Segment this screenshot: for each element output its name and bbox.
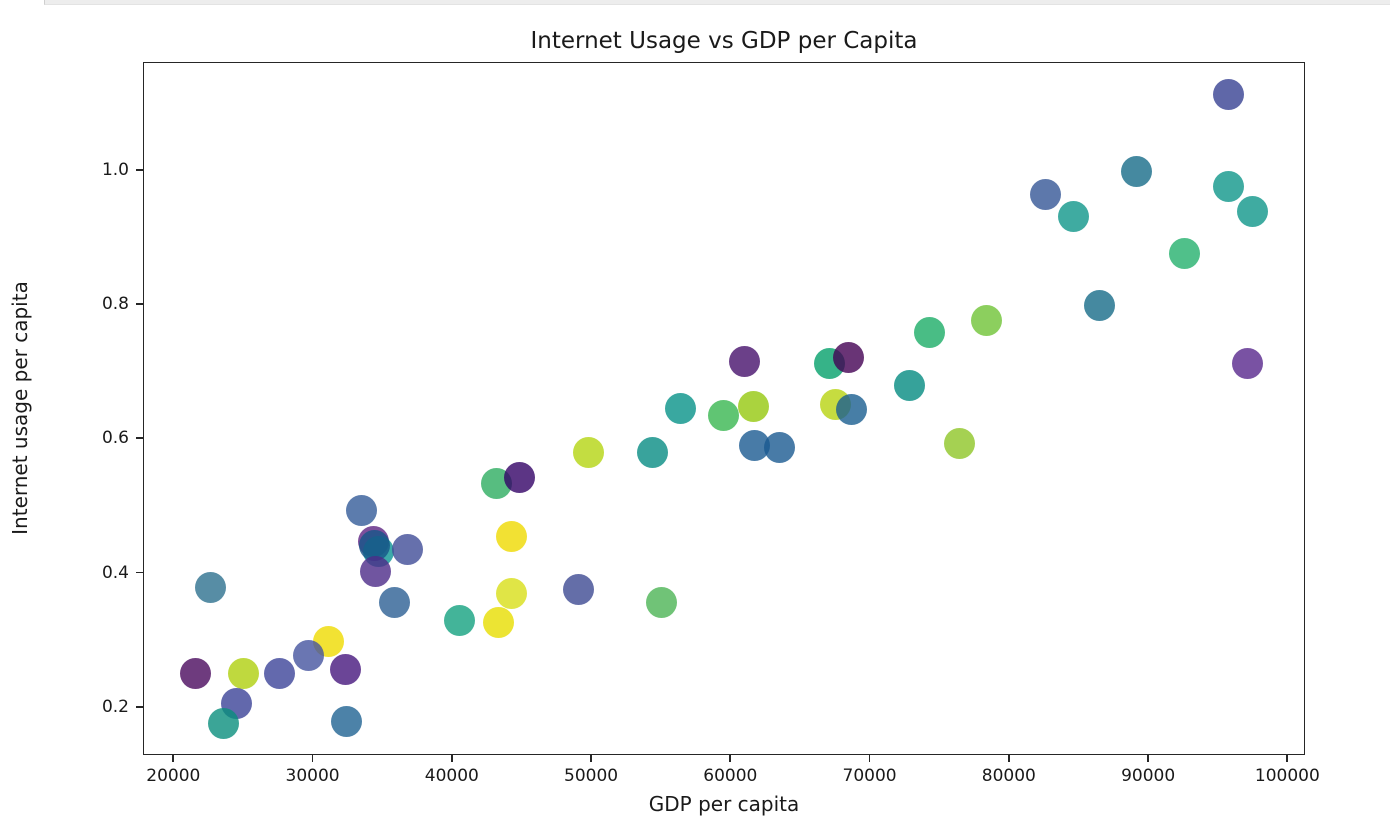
data-point: [227, 657, 259, 689]
x-tick: [729, 755, 732, 762]
data-point: [207, 707, 239, 739]
data-point: [894, 369, 926, 401]
x-tick: [1286, 755, 1289, 762]
data-point: [970, 305, 1002, 337]
data-point: [664, 392, 696, 424]
data-point: [737, 391, 769, 423]
data-point: [391, 534, 423, 566]
x-tick-label: 100000: [1254, 766, 1320, 786]
y-tick: [136, 169, 143, 171]
y-tick-label: 0.8: [101, 294, 129, 315]
data-point: [179, 657, 211, 689]
y-axis-label: Internet usage per capita: [8, 281, 32, 535]
x-tick-label: 90000: [1121, 766, 1176, 786]
data-point: [1083, 290, 1115, 322]
data-point: [495, 521, 527, 553]
data-point: [636, 436, 668, 468]
data-point: [563, 574, 595, 606]
x-tick: [1007, 755, 1010, 762]
data-point: [1030, 179, 1062, 211]
x-tick-label: 80000: [981, 766, 1036, 786]
x-tick: [172, 755, 175, 762]
data-point: [707, 400, 739, 432]
data-point: [944, 428, 976, 460]
data-point: [331, 705, 363, 737]
data-point: [1231, 348, 1263, 380]
x-tick: [590, 755, 592, 762]
x-tick-label: 40000: [424, 766, 479, 786]
data-point: [444, 604, 476, 636]
y-tick-label: 0.2: [101, 696, 129, 717]
data-point: [832, 342, 864, 374]
data-point: [764, 432, 796, 464]
x-tick-label: 30000: [285, 766, 340, 786]
data-point: [482, 606, 514, 638]
plot-title: Internet Usage vs GDP per Capita: [530, 28, 918, 54]
data-point: [503, 462, 535, 494]
data-point: [729, 346, 761, 378]
data-point: [1057, 201, 1089, 233]
cell-top-border: [44, 0, 1390, 5]
x-axis-label: GDP per capita: [648, 792, 800, 816]
data-point: [645, 586, 677, 618]
x-tick: [1147, 755, 1149, 762]
data-point: [1212, 170, 1244, 202]
y-tick-label: 1.0: [101, 160, 129, 180]
data-point: [292, 639, 324, 671]
x-tick-label: 60000: [703, 766, 758, 786]
y-tick: [136, 303, 143, 306]
y-tick: [136, 437, 143, 440]
data-point: [359, 529, 391, 561]
data-point: [495, 578, 527, 610]
data-point: [264, 657, 296, 689]
data-point: [360, 556, 392, 588]
data-point: [329, 654, 361, 686]
data-point: [346, 495, 378, 527]
data-point: [836, 394, 868, 425]
y-tick-label: 0.4: [101, 562, 129, 583]
data-point: [1236, 196, 1268, 228]
x-tick: [450, 755, 453, 762]
data-point: [573, 436, 605, 468]
x-tick-label: 70000: [842, 766, 897, 786]
x-tick: [311, 755, 314, 762]
data-point: [1120, 155, 1152, 187]
data-point: [1168, 237, 1200, 269]
x-tick-label: 20000: [146, 766, 201, 786]
data-point: [378, 587, 410, 619]
data-point: [913, 316, 945, 348]
y-tick-label: 0.6: [101, 428, 129, 449]
data-point: [195, 572, 227, 604]
x-tick: [868, 755, 871, 762]
y-tick: [136, 571, 143, 574]
x-tick-label: 50000: [564, 766, 619, 786]
data-point: [1212, 79, 1244, 111]
y-tick: [136, 705, 143, 708]
